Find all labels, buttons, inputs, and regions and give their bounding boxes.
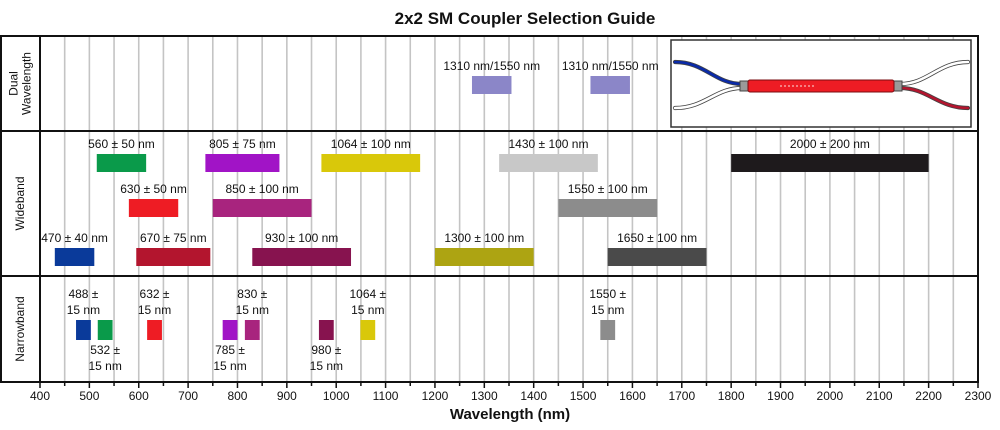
x-tick-label: 2100 [866, 389, 893, 403]
row-label-text: Wideband [13, 176, 27, 230]
bar-label: 1300 ± 100 nm [444, 231, 524, 245]
bar-label: 532 ± [90, 343, 120, 357]
chart-frame [0, 35, 979, 383]
bar-label: 805 ± 75 nm [209, 137, 276, 151]
bar-wide [128, 199, 179, 217]
x-tick-label: 500 [79, 389, 99, 403]
x-tick-label: 400 [30, 389, 50, 403]
bar-label: 1310 nm/1550 nm [562, 59, 659, 73]
row-label-text: Dual [7, 71, 21, 96]
bar-wide [252, 248, 352, 266]
x-tick-label: 2200 [915, 389, 942, 403]
bar-label: 2000 ± 200 nm [790, 137, 870, 151]
bar-label: 15 nm [351, 303, 384, 317]
bar-label: 785 ± [215, 343, 245, 357]
bar-label: 15 nm [310, 359, 343, 373]
x-tick-label: 1500 [570, 389, 597, 403]
x-tick-label: 600 [129, 389, 149, 403]
bar-wide [205, 154, 280, 172]
x-tick-label: 1300 [471, 389, 498, 403]
x-tick-label: 2300 [965, 389, 992, 403]
bar-label: 488 ± [68, 287, 98, 301]
x-tick-label: 1100 [373, 389, 399, 403]
x-tick-label: 700 [178, 389, 198, 403]
bar-dual [590, 76, 630, 94]
bar-wide [558, 199, 658, 217]
row-label-wide: Wideband [13, 176, 27, 230]
bar-wide [607, 248, 707, 266]
bar-label: 632 ± [140, 287, 170, 301]
bar-label: 930 ± 100 nm [265, 231, 338, 245]
bar-wide [96, 154, 147, 172]
x-axis-label: Wavelength (nm) [450, 406, 570, 423]
bar-wide [434, 248, 534, 266]
bar-label: 850 ± 100 nm [226, 182, 299, 196]
bar-narrow [360, 320, 376, 340]
chart-title: 2x2 SM Coupler Selection Guide [395, 9, 656, 28]
bar-dual [471, 76, 512, 94]
x-tick-label: 1700 [668, 389, 695, 403]
bar-wide [321, 154, 421, 172]
row-labels: Dual Wavelength Wideband Narrowband [7, 52, 34, 362]
bar-label: 15 nm [591, 303, 624, 317]
chart-border [0, 35, 979, 383]
bar-narrow [244, 320, 260, 340]
bar-label: 1064 ± 100 nm [331, 137, 411, 151]
bar-label: 1550 ± [589, 287, 626, 301]
bar-narrow [147, 320, 162, 340]
bar-wide [136, 248, 211, 266]
bar-wide [499, 154, 598, 172]
bar-label: 1310 nm/1550 nm [443, 59, 540, 73]
bar-wide [731, 154, 929, 172]
bar-narrow [97, 320, 113, 340]
x-tick-label: 1200 [422, 389, 449, 403]
x-tick-label: 1800 [718, 389, 745, 403]
bar-label: 560 ± 50 nm [88, 137, 155, 151]
bar-label: 470 ± 40 nm [41, 231, 108, 245]
x-tick-label: 800 [227, 389, 247, 403]
x-axis: 400 500 600 700 800 900 1000 1100 1200 1300 1400 15… [30, 382, 992, 403]
bar-wide [54, 248, 95, 266]
x-tick-label: 1600 [619, 389, 646, 403]
bar-label: 1064 ± [349, 287, 386, 301]
bar-label: 670 ± 75 nm [140, 231, 207, 245]
bar-label: 15 nm [67, 303, 100, 317]
bar-label: 1430 ± 100 nm [509, 137, 589, 151]
bar-narrow [76, 320, 91, 340]
coupler-diagram-icon [672, 59, 971, 111]
bar-narrow [600, 320, 616, 340]
bar-label: 15 nm [213, 359, 246, 373]
x-tick-label: 1000 [323, 389, 350, 403]
bar-label: 15 nm [236, 303, 269, 317]
bar-label: 1650 ± 100 nm [617, 231, 697, 245]
row-label-narrow: Narrowband [13, 296, 27, 361]
bar-wide [212, 199, 312, 217]
row-label-text: Wavelength [20, 52, 34, 115]
bar-label: 630 ± 50 nm [120, 182, 187, 196]
x-tick-label: 1900 [767, 389, 794, 403]
coupler-inset [670, 39, 972, 128]
row-label-text: Narrowband [13, 296, 27, 361]
bar-label: 15 nm [138, 303, 171, 317]
bar-label: 830 ± [237, 287, 267, 301]
x-tick-label: 900 [277, 389, 297, 403]
bar-label: 1550 ± 100 nm [568, 182, 648, 196]
bar-label: 15 nm [88, 359, 121, 373]
row-label-dual: Dual Wavelength [7, 52, 34, 115]
bars: 1310 nm/1550 nm 1310 nm/1550 nm 560 ± 50 n… [41, 59, 929, 373]
bar-narrow [222, 320, 238, 340]
bar-label: 980 ± [311, 343, 341, 357]
x-tick-label: 1400 [520, 389, 547, 403]
x-tick-label: 2000 [817, 389, 844, 403]
bar-narrow [318, 320, 334, 340]
